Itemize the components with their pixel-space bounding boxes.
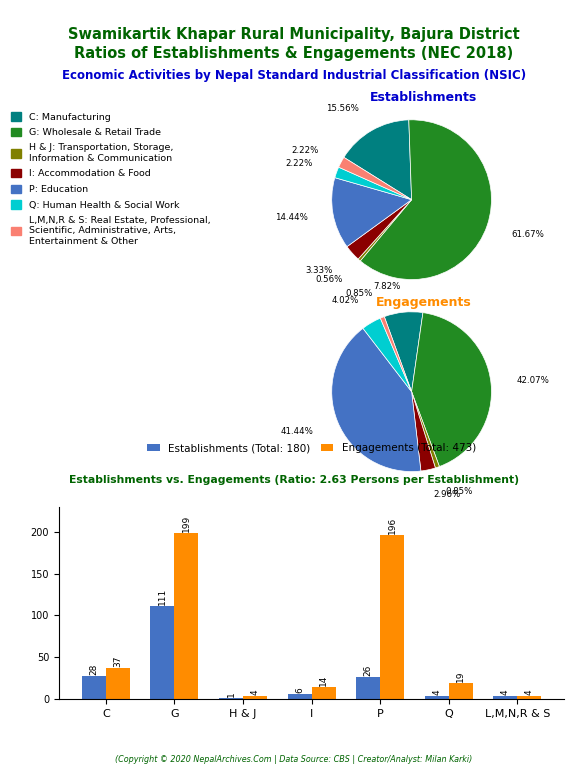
Bar	[356, 677, 380, 699]
Wedge shape	[385, 312, 423, 392]
Text: 111: 111	[158, 588, 167, 605]
Wedge shape	[332, 328, 421, 472]
Text: 2.22%: 2.22%	[291, 146, 319, 154]
Text: 15.56%: 15.56%	[326, 104, 359, 113]
Wedge shape	[344, 120, 412, 200]
Text: 2.22%: 2.22%	[285, 159, 313, 168]
Text: 0.56%: 0.56%	[315, 275, 342, 283]
Text: 196: 196	[387, 517, 397, 535]
Text: 41.44%: 41.44%	[281, 427, 314, 435]
Wedge shape	[380, 316, 412, 392]
Bar	[106, 668, 130, 699]
Legend: Establishments (Total: 180), Engagements (Total: 473): Establishments (Total: 180), Engagements…	[143, 439, 480, 458]
Bar	[219, 698, 243, 699]
Text: 0.85%: 0.85%	[446, 487, 473, 496]
Text: 42.07%: 42.07%	[516, 376, 549, 385]
Text: 199: 199	[182, 515, 191, 532]
Text: Establishments: Establishments	[370, 91, 477, 104]
Wedge shape	[363, 318, 412, 392]
Text: Establishments vs. Engagements (Ratio: 2.63 Persons per Establishment): Establishments vs. Engagements (Ratio: 2…	[69, 475, 519, 485]
Legend: C: Manufacturing, G: Wholesale & Retail Trade, H & J: Transportation, Storage,
I: C: Manufacturing, G: Wholesale & Retail …	[11, 112, 210, 246]
Text: Swamikartik Khapar Rural Municipality, Bajura District: Swamikartik Khapar Rural Municipality, B…	[68, 27, 520, 42]
Wedge shape	[412, 313, 492, 466]
Text: Economic Activities by Nepal Standard Industrial Classification (NSIC): Economic Activities by Nepal Standard In…	[62, 69, 526, 82]
Bar	[243, 696, 267, 699]
Wedge shape	[412, 392, 435, 471]
Text: 14: 14	[319, 675, 328, 687]
Wedge shape	[339, 157, 412, 200]
Bar	[517, 696, 542, 699]
Text: 26: 26	[364, 665, 373, 677]
Text: 28: 28	[89, 664, 98, 674]
Text: 61.67%: 61.67%	[512, 230, 544, 239]
Bar	[288, 694, 312, 699]
Text: 3.33%: 3.33%	[306, 266, 333, 275]
Bar	[175, 533, 198, 699]
Text: 4: 4	[250, 689, 259, 695]
Text: 4: 4	[432, 689, 442, 695]
Text: (Copyright © 2020 NepalArchives.Com | Data Source: CBS | Creator/Analyst: Milan : (Copyright © 2020 NepalArchives.Com | Da…	[115, 755, 473, 764]
Bar	[82, 676, 106, 699]
Text: 7.82%: 7.82%	[373, 283, 401, 291]
Bar	[425, 696, 449, 699]
Text: 6: 6	[295, 687, 304, 693]
Wedge shape	[335, 167, 412, 200]
Bar	[151, 606, 175, 699]
Wedge shape	[412, 392, 439, 468]
Text: 37: 37	[113, 656, 122, 667]
Text: 4.02%: 4.02%	[331, 296, 359, 305]
Wedge shape	[358, 200, 412, 261]
Text: 14.44%: 14.44%	[275, 214, 308, 223]
Text: 4: 4	[525, 689, 534, 695]
Text: 0.85%: 0.85%	[346, 289, 373, 298]
Text: 4: 4	[501, 689, 510, 695]
Text: 2.96%: 2.96%	[433, 490, 461, 499]
Wedge shape	[347, 200, 412, 259]
Text: Engagements: Engagements	[376, 296, 471, 309]
Text: 1: 1	[226, 691, 236, 697]
Text: 19: 19	[456, 670, 465, 682]
Bar	[312, 687, 336, 699]
Bar	[449, 683, 473, 699]
Wedge shape	[332, 177, 412, 247]
Text: Ratios of Establishments & Engagements (NEC 2018): Ratios of Establishments & Engagements (…	[74, 46, 514, 61]
Bar	[493, 696, 517, 699]
Wedge shape	[360, 120, 492, 280]
Bar	[380, 535, 405, 699]
